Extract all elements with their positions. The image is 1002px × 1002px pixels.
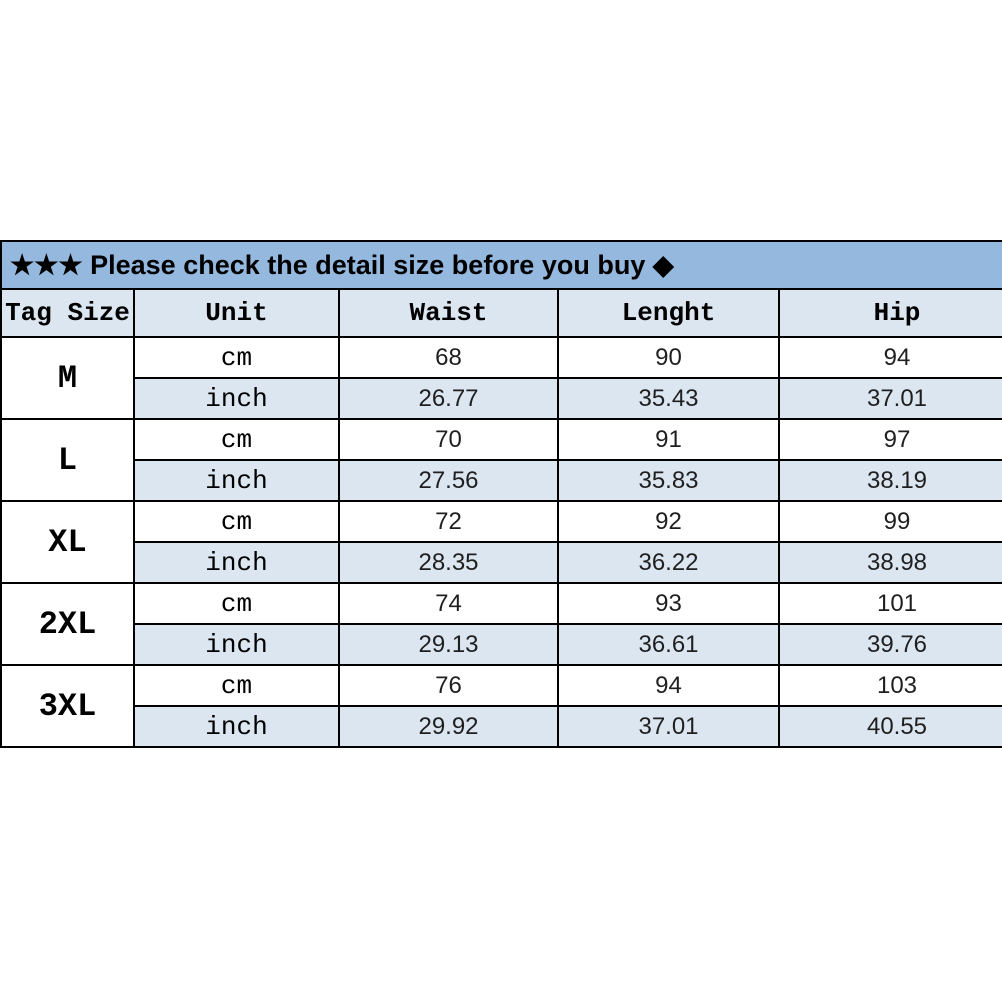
column-header-hip: Hip [777, 288, 1002, 338]
table-row: inch 29.92 37.01 40.55 [1, 705, 1002, 748]
table-row: inch 28.35 36.22 38.98 [1, 541, 1002, 584]
unit-label-cm: cm [133, 336, 340, 379]
table-row: XL cm 72 92 99 [0, 500, 1002, 584]
notice-banner: ★★★ Please check the detail size before … [0, 240, 1002, 290]
hip-inch-value: 39.76 [777, 623, 1002, 666]
size-label-3xl: 3XL [0, 664, 135, 748]
unit-label-inch: inch [133, 623, 340, 666]
hip-inch-value: 38.19 [777, 459, 1002, 502]
unit-label-cm: cm [133, 418, 340, 461]
size-label-l: L [0, 418, 135, 502]
table-row: inch 29.13 36.61 39.76 [1, 623, 1002, 666]
unit-label-cm: cm [133, 500, 340, 543]
size-label-2xl: 2XL [0, 582, 135, 666]
lenght-cm-value: 94 [557, 664, 780, 707]
lenght-inch-value: 35.83 [557, 459, 780, 502]
lenght-cm-value: 92 [557, 500, 780, 543]
waist-cm-value: 68 [338, 336, 559, 379]
hip-inch-value: 37.01 [777, 377, 1002, 420]
lenght-inch-value: 36.22 [557, 541, 780, 584]
table-row: 2XL cm 74 93 101 [0, 582, 1002, 666]
lenght-cm-value: 90 [557, 336, 780, 379]
column-header-tag-size: Tag Size [0, 288, 135, 338]
hip-cm-value: 99 [777, 500, 1002, 543]
hip-inch-value: 40.55 [777, 705, 1002, 748]
size-chart-table: ★★★ Please check the detail size before … [0, 240, 1002, 748]
lenght-inch-value: 36.61 [557, 623, 780, 666]
table-header-row: Tag Size Unit Waist Lenght Hip [0, 288, 1002, 338]
waist-inch-value: 27.56 [338, 459, 559, 502]
notice-banner-row: ★★★ Please check the detail size before … [0, 240, 1002, 290]
table-row: M cm 68 90 94 [0, 336, 1002, 420]
column-header-unit: Unit [133, 288, 340, 338]
waist-cm-value: 76 [338, 664, 559, 707]
hip-cm-value: 97 [777, 418, 1002, 461]
lenght-inch-value: 35.43 [557, 377, 780, 420]
waist-inch-value: 29.92 [338, 705, 559, 748]
waist-cm-value: 74 [338, 582, 559, 625]
column-header-waist: Waist [338, 288, 559, 338]
waist-inch-value: 29.13 [338, 623, 559, 666]
unit-label-cm: cm [133, 582, 340, 625]
hip-cm-value: 94 [777, 336, 1002, 379]
table-row: L cm 70 91 97 [0, 418, 1002, 502]
column-header-lenght: Lenght [557, 288, 780, 338]
size-label-m: M [0, 336, 135, 420]
hip-cm-value: 103 [777, 664, 1002, 707]
unit-label-inch: inch [133, 705, 340, 748]
lenght-inch-value: 37.01 [557, 705, 780, 748]
waist-cm-value: 70 [338, 418, 559, 461]
table-row: inch 26.77 35.43 37.01 [1, 377, 1002, 420]
table-row: 3XL cm 76 94 103 [0, 664, 1002, 748]
waist-cm-value: 72 [338, 500, 559, 543]
lenght-cm-value: 93 [557, 582, 780, 625]
unit-label-inch: inch [133, 459, 340, 502]
table-row: inch 27.56 35.83 38.19 [1, 459, 1002, 502]
waist-inch-value: 28.35 [338, 541, 559, 584]
lenght-cm-value: 91 [557, 418, 780, 461]
size-label-xl: XL [0, 500, 135, 584]
hip-inch-value: 38.98 [777, 541, 1002, 584]
waist-inch-value: 26.77 [338, 377, 559, 420]
unit-label-inch: inch [133, 377, 340, 420]
hip-cm-value: 101 [777, 582, 1002, 625]
unit-label-inch: inch [133, 541, 340, 584]
unit-label-cm: cm [133, 664, 340, 707]
